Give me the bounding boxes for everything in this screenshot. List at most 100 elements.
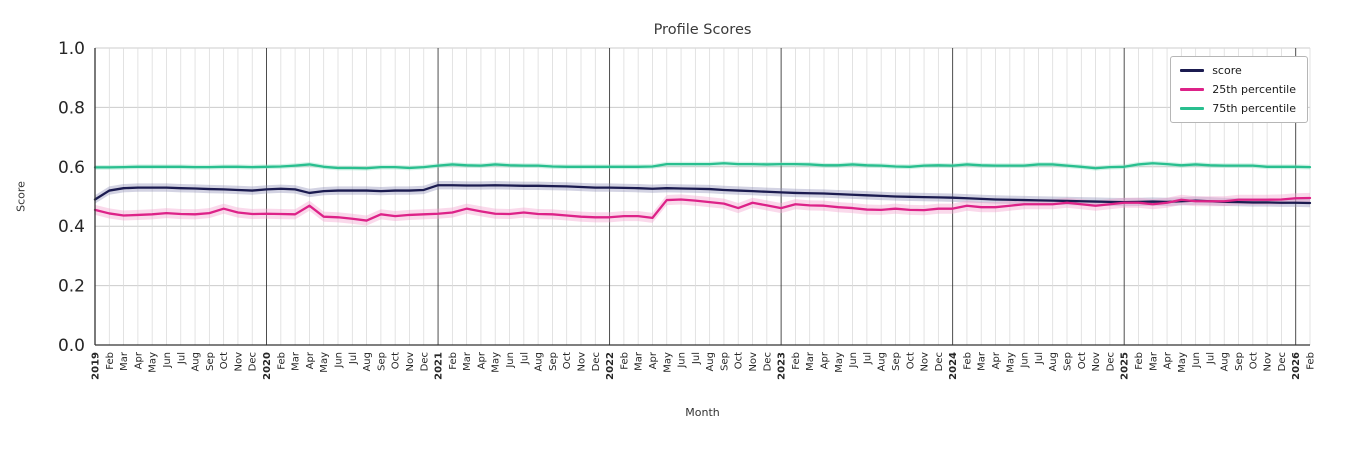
svg-text:1.0: 1.0 [58, 39, 85, 59]
legend-entry-25th-percentile: 25th percentile [1180, 83, 1296, 96]
y-axis-label: Score [14, 181, 28, 212]
svg-text:Oct: Oct [1077, 352, 1088, 369]
svg-text:Sep: Sep [205, 352, 216, 371]
svg-text:Apr: Apr [1163, 351, 1174, 369]
svg-text:Jul: Jul [1034, 352, 1045, 365]
svg-text:Oct: Oct [219, 352, 230, 369]
svg-text:Jun: Jun [1020, 352, 1031, 369]
svg-text:May: May [491, 352, 502, 373]
svg-text:Dec: Dec [1105, 352, 1116, 371]
svg-text:2020: 2020 [262, 352, 273, 380]
svg-text:Dec: Dec [762, 352, 773, 371]
svg-text:Jul: Jul [176, 352, 187, 365]
svg-text:Feb: Feb [105, 352, 116, 370]
svg-text:Nov: Nov [1263, 352, 1274, 372]
svg-text:Jun: Jun [677, 352, 688, 369]
svg-text:2025: 2025 [1120, 352, 1131, 380]
svg-text:2019: 2019 [91, 352, 102, 380]
svg-text:May: May [148, 352, 159, 373]
svg-text:Aug: Aug [1048, 352, 1059, 372]
svg-text:Apr: Apr [305, 351, 316, 369]
svg-text:Apr: Apr [476, 351, 487, 369]
svg-text:Feb: Feb [791, 352, 802, 370]
svg-text:Aug: Aug [877, 352, 888, 372]
legend: score 25th percentile 75th percentile [1170, 56, 1308, 123]
svg-text:Oct: Oct [391, 352, 402, 369]
svg-text:Sep: Sep [891, 352, 902, 371]
svg-text:0.0: 0.0 [58, 336, 85, 356]
svg-text:Feb: Feb [619, 352, 630, 370]
svg-text:Mar: Mar [462, 351, 473, 371]
svg-text:0.4: 0.4 [58, 217, 85, 237]
legend-swatch-75th-percentile [1180, 107, 1205, 110]
legend-entry-75th-percentile: 75th percentile [1180, 102, 1296, 115]
svg-text:Apr: Apr [820, 351, 831, 369]
svg-text:Nov: Nov [577, 352, 588, 372]
svg-text:Sep: Sep [548, 352, 559, 371]
svg-text:Jul: Jul [348, 352, 359, 365]
x-axis-label: Month [685, 406, 720, 419]
svg-text:Aug: Aug [191, 352, 202, 372]
svg-text:Mar: Mar [119, 351, 130, 371]
svg-text:Apr: Apr [133, 351, 144, 369]
svg-text:Dec: Dec [248, 352, 259, 371]
svg-text:Nov: Nov [233, 352, 244, 372]
svg-text:Jun: Jun [1191, 352, 1202, 369]
svg-text:Mar: Mar [634, 351, 645, 371]
svg-text:Feb: Feb [1306, 352, 1317, 370]
svg-text:Sep: Sep [376, 352, 387, 371]
svg-text:Oct: Oct [1248, 352, 1259, 369]
svg-text:0.2: 0.2 [58, 277, 85, 297]
svg-text:Jul: Jul [691, 352, 702, 365]
legend-label-25th-percentile: 25th percentile [1212, 83, 1296, 96]
svg-text:Dec: Dec [591, 352, 602, 371]
chart-title: Profile Scores [653, 22, 752, 38]
svg-text:Jun: Jun [848, 352, 859, 369]
svg-text:May: May [662, 352, 673, 373]
svg-text:Sep: Sep [1234, 352, 1245, 371]
svg-text:Aug: Aug [362, 352, 373, 372]
svg-text:Aug: Aug [705, 352, 716, 372]
legend-label-score: score [1212, 64, 1242, 77]
svg-text:Feb: Feb [276, 352, 287, 370]
svg-text:May: May [1005, 352, 1016, 373]
svg-text:Nov: Nov [920, 352, 931, 372]
svg-text:Jul: Jul [1205, 352, 1216, 365]
svg-text:0.8: 0.8 [58, 98, 85, 118]
svg-text:May: May [1177, 352, 1188, 373]
svg-text:Apr: Apr [648, 351, 659, 369]
svg-text:Jul: Jul [862, 352, 873, 365]
svg-text:2024: 2024 [948, 352, 959, 380]
svg-text:2021: 2021 [434, 352, 445, 380]
svg-text:Sep: Sep [719, 352, 730, 371]
svg-text:Dec: Dec [1277, 352, 1288, 371]
svg-text:Mar: Mar [977, 351, 988, 371]
svg-text:Jun: Jun [505, 352, 516, 369]
svg-text:May: May [834, 352, 845, 373]
svg-text:Feb: Feb [1134, 352, 1145, 370]
svg-text:Dec: Dec [934, 352, 945, 371]
svg-text:Sep: Sep [1063, 352, 1074, 371]
svg-text:Mar: Mar [1148, 351, 1159, 371]
svg-text:Aug: Aug [534, 352, 545, 372]
svg-text:Dec: Dec [419, 352, 430, 371]
svg-text:Mar: Mar [805, 351, 816, 371]
svg-text:2026: 2026 [1291, 352, 1302, 380]
svg-text:Feb: Feb [962, 352, 973, 370]
svg-text:Aug: Aug [1220, 352, 1231, 372]
svg-text:Feb: Feb [448, 352, 459, 370]
svg-text:May: May [319, 352, 330, 373]
svg-text:Mar: Mar [291, 351, 302, 371]
svg-text:Jun: Jun [162, 352, 173, 369]
svg-text:Oct: Oct [734, 352, 745, 369]
svg-text:Oct: Oct [905, 352, 916, 369]
legend-label-75th-percentile: 75th percentile [1212, 102, 1296, 115]
legend-entry-score: score [1180, 64, 1296, 77]
svg-text:Nov: Nov [405, 352, 416, 372]
svg-text:Jul: Jul [519, 352, 530, 365]
svg-text:2023: 2023 [777, 352, 788, 380]
svg-text:Apr: Apr [991, 351, 1002, 369]
svg-text:Nov: Nov [748, 352, 759, 372]
